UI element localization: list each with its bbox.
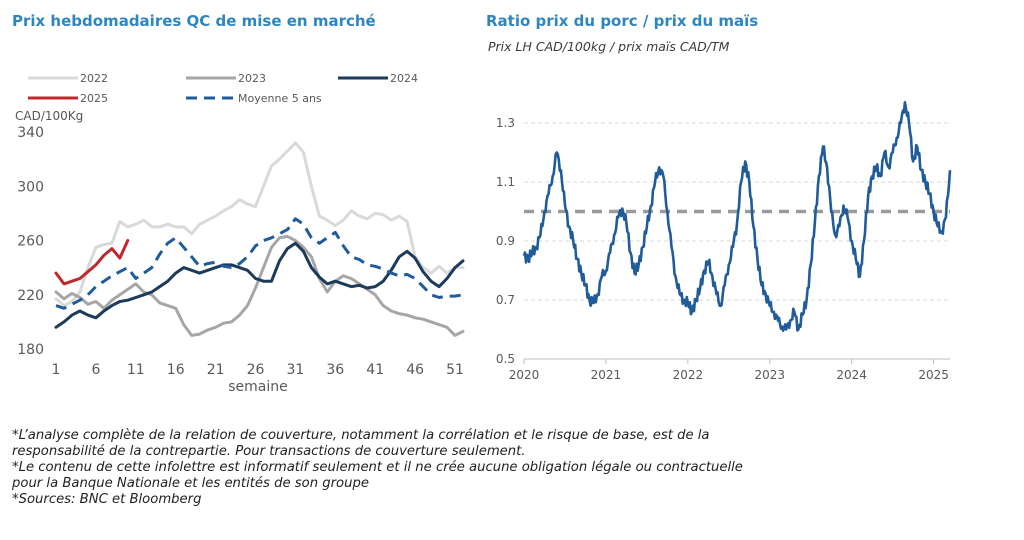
series-line-moyenne-5-ans bbox=[55, 217, 464, 310]
left-x-axis: 1 6 11 16 21 26 31 36 41 46 51 bbox=[52, 362, 464, 378]
x-tick-label: 51 bbox=[446, 362, 464, 378]
right-line-chart: 0.5 0.7 0.9 1.1 1.3 2020 2021 2022 2023 2024 2025 bbox=[496, 100, 952, 382]
y-tick-label: 1.1 bbox=[496, 175, 515, 189]
x-tick-label: 11 bbox=[127, 362, 145, 378]
x-tick-label: 26 bbox=[247, 362, 265, 378]
y-tick-label: 180 bbox=[17, 342, 44, 358]
y-tick-label: 300 bbox=[17, 179, 44, 195]
footnote-line: *L’analyse complète de la relation de co… bbox=[12, 428, 710, 443]
x-tick-label: 1 bbox=[52, 362, 61, 378]
x-tick-label: 2020 bbox=[509, 368, 540, 382]
x-tick-label: 2025 bbox=[918, 368, 949, 382]
x-tick-label: 2022 bbox=[673, 368, 704, 382]
x-tick-label: 31 bbox=[286, 362, 304, 378]
x-tick-label: 36 bbox=[326, 362, 344, 378]
x-tick-label: 2024 bbox=[836, 368, 867, 382]
y-tick-label: 340 bbox=[17, 125, 44, 141]
right-y-axis: 0.5 0.7 0.9 1.1 1.3 bbox=[496, 116, 515, 366]
y-tick-label: 1.3 bbox=[496, 116, 515, 130]
series-line-ratio bbox=[522, 100, 952, 333]
y-tick-label: 260 bbox=[17, 234, 44, 250]
legend-label-moyenne-5-ans: Moyenne 5 ans bbox=[238, 92, 322, 105]
y-tick-label: 0.9 bbox=[496, 234, 515, 248]
left-plot-area bbox=[54, 141, 465, 337]
x-tick-label: 2021 bbox=[591, 368, 622, 382]
x-tick-label: 2023 bbox=[754, 368, 785, 382]
footnote-line: *Le contenu de cette infolettre est info… bbox=[12, 460, 743, 475]
legend-label-2024: 2024 bbox=[390, 72, 418, 85]
series-line-2025 bbox=[54, 239, 130, 286]
y-tick-label: 220 bbox=[17, 288, 44, 304]
footnote-line: pour la Banque Nationale et les entités … bbox=[12, 476, 369, 491]
series-line-2022 bbox=[54, 141, 465, 308]
series-line-2023 bbox=[54, 234, 465, 337]
left-chart-title: Prix hebdomadaires QC de mise en marché bbox=[12, 12, 376, 30]
footnote-line: responsabilité de la contrepartie. Pour … bbox=[12, 444, 526, 459]
legend-label-2022: 2022 bbox=[80, 72, 108, 85]
right-chart-title: Ratio prix du porc / prix du maïs bbox=[486, 12, 759, 30]
left-x-axis-label: semaine bbox=[228, 379, 288, 395]
left-chart-legend: 2022 2023 2024 2025 Moyenne 5 ans bbox=[28, 72, 418, 105]
left-y-axis: 180 220 260 300 340 bbox=[17, 125, 44, 358]
footnote-line: *Sources: BNC et Bloomberg bbox=[12, 492, 202, 507]
x-tick-label: 6 bbox=[91, 362, 100, 378]
legend-label-2025: 2025 bbox=[80, 92, 108, 105]
x-tick-label: 41 bbox=[366, 362, 384, 378]
y-tick-label: 0.7 bbox=[496, 293, 515, 307]
x-tick-label: 16 bbox=[167, 362, 185, 378]
right-plot-area bbox=[522, 100, 952, 333]
x-tick-label: 46 bbox=[406, 362, 424, 378]
right-x-axis: 2020 2021 2022 2023 2024 2025 bbox=[509, 359, 949, 382]
left-chart-unit-label: CAD/100Kg bbox=[15, 109, 83, 123]
x-tick-label: 21 bbox=[207, 362, 225, 378]
legend-label-2023: 2023 bbox=[238, 72, 266, 85]
series-line-2024 bbox=[54, 241, 465, 329]
y-tick-label: 0.5 bbox=[496, 352, 515, 366]
right-chart-subtitle: Prix LH CAD/100kg / prix maïs CAD/TM bbox=[488, 39, 730, 54]
footnotes: *L’analyse complète de la relation de co… bbox=[12, 428, 1012, 508]
